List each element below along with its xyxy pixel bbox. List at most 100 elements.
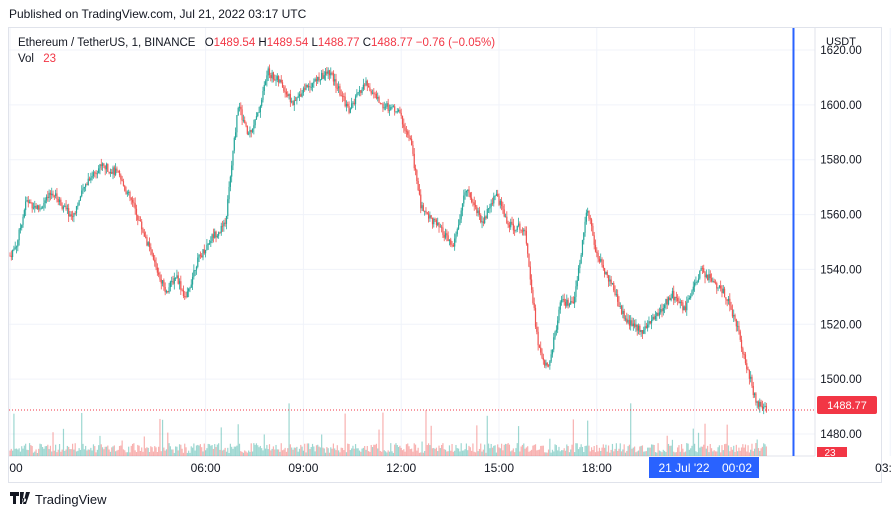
candle-body [131,199,134,203]
volume-bar [501,443,503,456]
volume-bar [528,451,530,456]
volume-bar [34,451,36,456]
volume-bar [495,452,497,456]
candle-body [474,205,477,207]
volume-bar [379,450,381,456]
candle-body [167,291,169,293]
symbol-label[interactable]: Ethereum / TetherUS, 1, BINANCE [18,37,196,49]
volume-bar [35,449,37,456]
tradingview-wordmark: TradingView [35,492,107,507]
candle-body [397,109,400,112]
volume-bar [542,445,544,456]
price-tick-label: 1580.00 [820,155,862,167]
candle-body [641,330,644,334]
volume-bar [287,448,289,456]
candle-body [571,301,573,302]
volume-bar [52,432,54,456]
candle-body [598,258,601,262]
volume-bar [191,447,194,456]
candle-body [171,281,173,282]
volume-bar [206,448,208,456]
candle-body [707,274,709,281]
volume-bar [627,446,629,456]
volume-bar [270,450,272,456]
volume-bar [387,450,389,456]
volume-bar [264,448,267,456]
candle-body [735,319,737,327]
candle-body [695,282,697,284]
volume-bar [357,448,359,456]
volume-bar [686,443,688,456]
candle-body [644,326,646,330]
volume-bar [590,447,593,456]
chart-legend: Ethereum / TetherUS, 1, BINANCE O1489.54… [18,35,495,67]
volume-bar [430,425,432,456]
volume-bar [238,443,241,456]
volume-bar [739,450,741,456]
candle-body [554,331,556,338]
candle-body [289,94,291,103]
candle-body [236,115,238,133]
volume-bar [541,445,543,456]
volume-bar [164,450,166,456]
candle-body [637,325,640,331]
volume-bar [392,452,394,456]
volume-bar [601,447,603,456]
volume-bar [547,449,550,456]
volume-bar [223,449,225,456]
volume-bar [285,451,288,456]
volume-bar [619,443,621,456]
volume-bar [618,448,620,456]
candle-body [467,189,469,191]
candle-body [347,103,349,107]
volume-bar [175,446,177,456]
candle-body [563,298,565,302]
volume-bar [546,452,548,456]
volume-bar [712,451,714,456]
volume-bar [82,443,84,456]
candle-body [703,268,705,273]
candle-body [620,306,623,314]
candle-body [345,103,348,107]
volume-bar [527,446,529,456]
candle-body [193,270,195,277]
tradingview-logo-icon [10,492,30,507]
volume-bar [173,452,175,456]
candle-body [175,278,177,279]
candle-body [373,92,375,94]
candle-body [723,288,726,298]
volume-bar [645,451,647,456]
candle-body [720,285,722,289]
volume-bar [167,432,169,456]
candle-body [579,263,581,269]
volume-bar [469,447,471,456]
volume-bar [395,443,397,456]
candle-body [388,110,391,112]
candle-body [148,242,151,248]
volume-bar [510,451,512,456]
candle-body [309,86,311,87]
tradingview-brand[interactable]: TradingView [10,492,107,507]
candle-body [400,112,402,116]
volume-bar [251,451,254,456]
candle-body [185,296,187,298]
candle-body [294,100,297,102]
volume-bar [620,451,623,456]
candle-body [229,176,231,187]
candle-body [271,72,273,79]
volume-bar [109,451,112,456]
candle-body [82,188,84,191]
volume-bar [300,444,302,456]
candle-body [246,125,248,134]
candle-body [21,224,23,228]
chart-frame[interactable] [8,27,882,483]
candle-body [336,87,338,89]
candle-body [32,207,35,209]
candle-body [759,401,761,407]
candle-body [375,93,378,99]
candle-body [550,354,552,362]
volume-bar [580,444,582,456]
volume-bar [760,448,762,456]
volume-bar [138,445,140,456]
